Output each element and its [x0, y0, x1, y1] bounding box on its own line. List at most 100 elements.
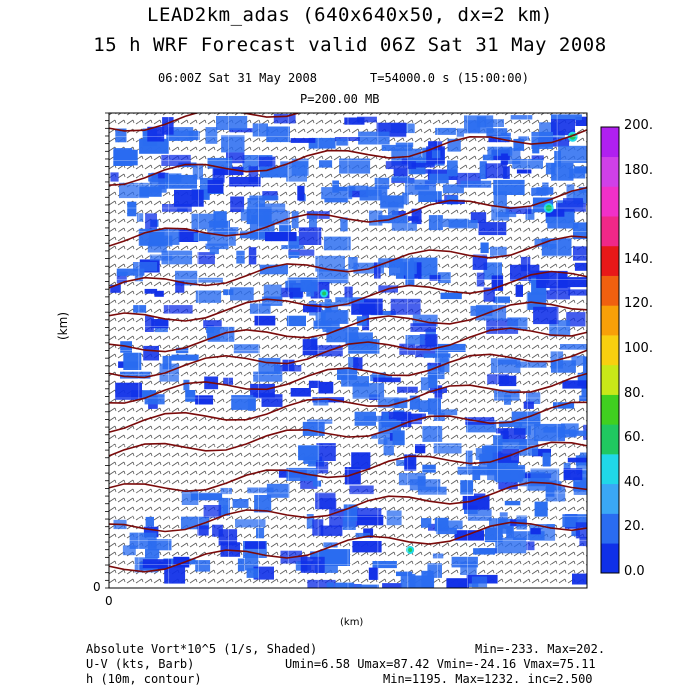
- vorticity-cell: [525, 209, 535, 220]
- vorticity-cell: [315, 312, 326, 328]
- vorticity-cell: [310, 551, 325, 559]
- vorticity-cell: [325, 304, 339, 312]
- height-contour: [109, 113, 302, 132]
- vorticity-cell: [266, 483, 290, 498]
- vorticity-cell: [383, 437, 394, 456]
- vorticity-cell: [262, 296, 283, 306]
- vorticity-cell: [485, 163, 507, 179]
- x-axis-label: (km): [340, 617, 364, 628]
- vorticity-cell: [545, 162, 555, 175]
- vorticity-cell: [531, 131, 553, 149]
- vorticity-cell: [320, 310, 349, 324]
- vorticity-cell: [263, 284, 282, 301]
- vorticity-cell: [209, 220, 230, 228]
- vorticity-cell: [568, 289, 587, 296]
- vorticity-cell: [309, 213, 317, 228]
- vorticity-cell: [162, 355, 172, 370]
- vorticity-cell: [536, 187, 554, 195]
- vorticity-cell: [498, 478, 518, 490]
- vorticity-cell: [506, 525, 514, 539]
- vorticity-cell: [334, 582, 355, 588]
- barb-field-stats: Umin=6.58 Umax=87.42 Vmin=-24.16 Vmax=75…: [285, 657, 596, 671]
- vorticity-cell: [415, 444, 426, 454]
- vorticity-cell: [197, 525, 209, 536]
- vorticity-cell: [145, 516, 154, 527]
- contour-field-label: h (10m, contour): [86, 672, 202, 686]
- vorticity-cell: [233, 344, 260, 354]
- vorticity-cell: [494, 467, 524, 482]
- vorticity-cell: [357, 514, 384, 526]
- vorticity-cell: [584, 357, 587, 364]
- vorticity-cell: [205, 127, 218, 144]
- vorticity-cell: [405, 270, 415, 287]
- height-contour: [109, 186, 587, 247]
- vorticity-cell: [498, 420, 523, 427]
- vorticity-cell: [144, 288, 158, 294]
- vorticity-cell: [377, 397, 399, 408]
- vorticity-cell: [220, 487, 232, 495]
- vorticity-cell: [193, 233, 211, 242]
- vorticity-cell: [478, 222, 507, 236]
- vorticity-cell: [183, 379, 190, 391]
- vorticity-cell: [432, 553, 444, 559]
- vorticity-cell: [174, 189, 204, 207]
- vorticity-cell: [229, 177, 261, 187]
- vorticity-cell: [164, 566, 186, 584]
- height-contour: [109, 270, 587, 322]
- vorticity-cell: [323, 236, 351, 251]
- vorticity-cell: [547, 524, 555, 529]
- vorticity-cell: [288, 249, 315, 257]
- vorticity-cell: [576, 458, 587, 474]
- vorticity-cell: [417, 486, 447, 495]
- vorticity-cell: [171, 354, 199, 361]
- colorbar-segment: [601, 454, 619, 485]
- vorticity-cell: [428, 372, 438, 388]
- vorticity-cell: [438, 409, 458, 416]
- vorticity-cell: [148, 235, 173, 247]
- vorticity-cell: [561, 423, 579, 435]
- vorticity-cell: [218, 497, 230, 516]
- vorticity-cell: [442, 184, 464, 194]
- vorticity-cell: [526, 292, 547, 310]
- vorticity-cell: [415, 345, 436, 358]
- vorticity-cell: [546, 290, 570, 300]
- vorticity-cell: [319, 160, 333, 168]
- vorticity-cell: [418, 191, 442, 202]
- vorticity-cell: [181, 490, 199, 505]
- vorticity-cell: [510, 264, 540, 281]
- vorticity-cell: [553, 481, 562, 491]
- colorbar: [600, 126, 620, 574]
- vorticity-cell: [421, 518, 432, 528]
- vorticity-cell: [499, 375, 517, 387]
- vorticity-cell: [147, 242, 167, 253]
- vorticity-cell: [512, 159, 543, 169]
- colorbar-segment: [601, 543, 619, 574]
- vorticity-cell: [516, 169, 532, 174]
- vorticity-cell: [470, 305, 493, 316]
- vorticity-cell: [563, 198, 583, 204]
- vorticity-cell: [206, 327, 220, 341]
- colorbar-tick-label: 0.0: [624, 564, 645, 579]
- vorticity-cell: [302, 339, 318, 356]
- vorticity-cell: [308, 137, 336, 149]
- vorticity-cell: [235, 519, 266, 528]
- y-origin-tick: 0: [93, 580, 101, 594]
- vorticity-cell: [351, 452, 371, 470]
- vorticity-cell: [223, 377, 233, 385]
- vorticity-cell: [454, 530, 484, 541]
- vorticity-cell: [380, 195, 404, 209]
- vorticity-cell: [439, 358, 450, 373]
- vorticity-cell: [486, 128, 508, 138]
- vorticity-cell: [247, 198, 265, 210]
- vorticity-cell: [391, 222, 417, 231]
- vorticity-cell: [531, 155, 544, 161]
- vorticity-cell: [577, 372, 587, 386]
- vorticity-cell: [355, 584, 379, 588]
- colorbar-tick-label: 100.: [624, 341, 653, 356]
- vorticity-cell: [207, 157, 233, 169]
- height-contour: [109, 372, 587, 433]
- vorticity-cell: [258, 357, 281, 375]
- vorticity-cell: [123, 352, 142, 370]
- colorbar-segment: [601, 275, 619, 306]
